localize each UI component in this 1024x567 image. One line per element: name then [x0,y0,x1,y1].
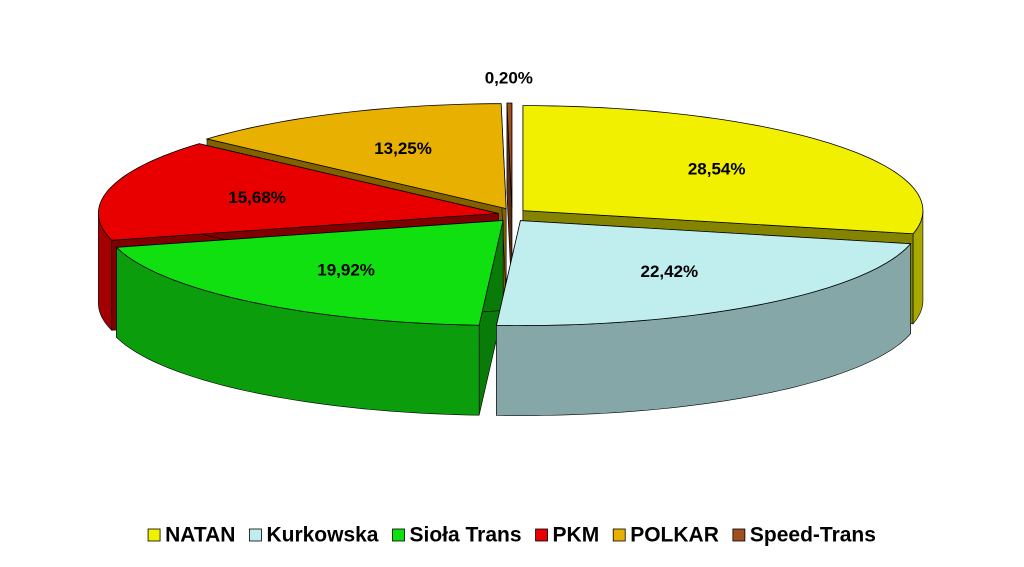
legend-label: Sioła Trans [409,524,521,547]
legend-swatch [249,528,262,542]
value-label: 22,42% [641,262,699,281]
legend-swatch [147,528,161,542]
value-label: 13,25% [374,139,432,158]
pie-slice [495,220,912,326]
legend-swatch [732,528,746,542]
legend-label: Speed-Trans [750,524,876,547]
legend-label: PKM [553,524,600,547]
value-label: 28,54% [688,159,746,178]
slice-group [506,102,513,299]
legend-swatch [535,528,548,542]
value-label: 19,92% [317,260,375,279]
pie-slice [115,219,504,326]
legend-label: Kurkowska [266,524,378,547]
slice-group [495,220,912,416]
legend-label: POLKAR [630,524,719,547]
pie-slice [205,103,507,210]
slice-group [115,219,504,416]
pie-slice [98,143,499,241]
legend-swatch [392,528,405,542]
legend-swatch [612,528,626,542]
legend: NATAN Kurkowska Sioła Trans PKM POLKAR Speed-… [147,524,876,547]
legend-label: NATAN [165,524,235,547]
value-label: 15,68% [228,188,286,207]
pie-slice [522,105,924,235]
value-label: 0,20% [485,68,533,87]
pie-slice [506,102,513,209]
